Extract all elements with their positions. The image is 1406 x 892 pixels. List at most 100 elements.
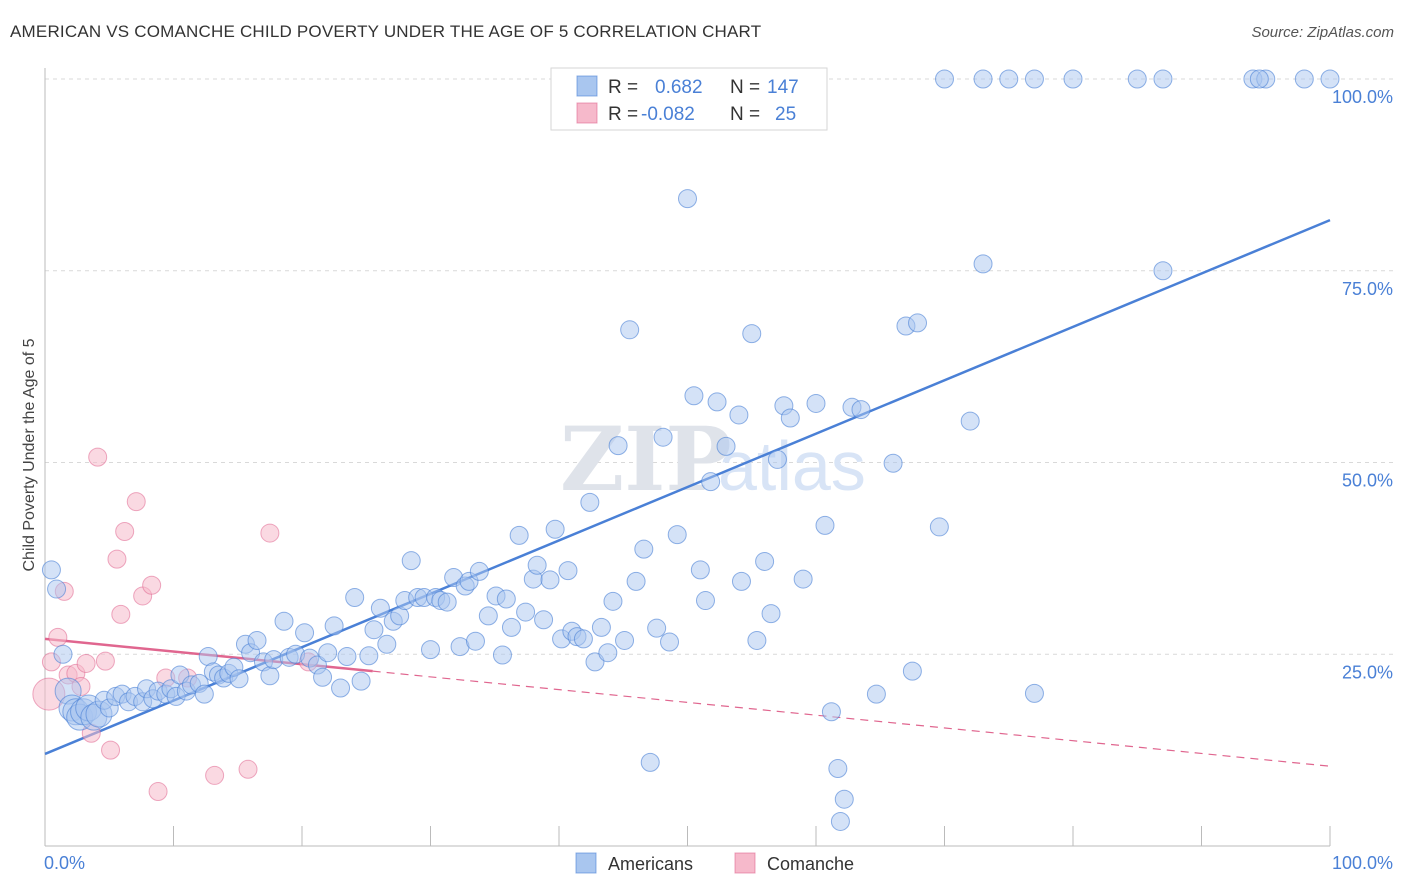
gridlines bbox=[45, 78, 1395, 655]
data-point-comanche bbox=[115, 522, 135, 542]
data-point-americans bbox=[53, 644, 73, 664]
data-point-americans bbox=[573, 629, 593, 649]
points-americans bbox=[41, 69, 1340, 831]
data-point-americans bbox=[194, 684, 214, 704]
stats-legend-r-value-americans: 0.682 bbox=[655, 77, 703, 98]
data-point-americans bbox=[767, 449, 787, 469]
data-point-americans bbox=[851, 400, 871, 420]
data-point-americans bbox=[580, 492, 600, 512]
data-point-americans bbox=[626, 571, 646, 591]
data-point-americans bbox=[478, 606, 498, 626]
data-point-americans bbox=[731, 571, 751, 591]
data-point-americans bbox=[1153, 69, 1173, 89]
data-point-americans bbox=[747, 630, 767, 650]
data-point-americans bbox=[701, 472, 721, 492]
data-point-comanche bbox=[111, 604, 131, 624]
y-tick-label-50: 50.0% bbox=[1342, 471, 1393, 491]
data-point-americans bbox=[274, 611, 294, 631]
data-point-americans bbox=[337, 647, 357, 667]
data-point-americans bbox=[1320, 69, 1340, 89]
y-tick-label-75: 75.0% bbox=[1342, 279, 1393, 299]
data-point-americans bbox=[716, 436, 736, 456]
data-point-americans bbox=[318, 643, 338, 663]
data-point-americans bbox=[1249, 69, 1269, 89]
data-point-americans bbox=[615, 630, 635, 650]
data-point-americans bbox=[540, 570, 560, 590]
chart-title: AMERICAN VS COMANCHE CHILD POVERTY UNDER… bbox=[10, 22, 762, 41]
data-point-americans bbox=[1024, 683, 1044, 703]
data-point-americans bbox=[828, 759, 848, 779]
data-point-americans bbox=[742, 324, 762, 344]
data-point-americans bbox=[437, 592, 457, 612]
data-point-americans bbox=[364, 620, 384, 640]
data-point-americans bbox=[707, 392, 727, 412]
bottom-legend-swatch-americans bbox=[575, 852, 597, 874]
data-point-americans bbox=[690, 560, 710, 580]
bottom-legend-swatch-comanche bbox=[734, 852, 756, 874]
data-point-americans bbox=[780, 408, 800, 428]
data-point-americans bbox=[935, 69, 954, 89]
data-point-americans bbox=[421, 640, 440, 660]
data-point-americans bbox=[496, 589, 516, 609]
data-point-comanche bbox=[126, 492, 146, 512]
data-point-americans bbox=[509, 525, 529, 545]
data-point-americans bbox=[527, 555, 547, 575]
watermark-atlas: atlas bbox=[718, 427, 866, 505]
y-tick-label-25: 25.0% bbox=[1342, 662, 1393, 682]
stats-legend-r-value-comanche: -0.082 bbox=[641, 104, 695, 125]
data-point-comanche bbox=[48, 627, 68, 647]
data-point-comanche bbox=[88, 447, 108, 467]
data-point-comanche bbox=[148, 782, 168, 802]
x-tick-label-min: 0.0% bbox=[44, 853, 85, 873]
data-point-comanche bbox=[107, 549, 127, 569]
data-point-americans bbox=[603, 591, 623, 611]
data-point-americans bbox=[1024, 69, 1044, 89]
data-point-americans bbox=[834, 789, 854, 809]
y-tick-label-100: 100.0% bbox=[1332, 87, 1393, 107]
watermark: ZIP atlas bbox=[560, 407, 866, 511]
data-point-americans bbox=[973, 254, 993, 274]
data-point-americans bbox=[492, 645, 512, 665]
stats-legend-n-value-comanche: 25 bbox=[775, 104, 796, 125]
data-point-americans bbox=[634, 539, 654, 559]
data-point-americans bbox=[47, 579, 67, 599]
data-point-americans bbox=[1063, 69, 1083, 89]
data-point-americans bbox=[585, 652, 605, 672]
trendline-comanche-dashed bbox=[372, 670, 1331, 767]
data-point-americans bbox=[345, 587, 365, 607]
y-tick-labels: 25.0% 50.0% 75.0% 100.0% bbox=[1332, 87, 1393, 682]
stats-legend-swatch-comanche bbox=[576, 102, 598, 124]
bottom-legend-label-comanche: Comanche bbox=[767, 854, 854, 874]
data-point-americans bbox=[501, 617, 521, 637]
data-point-americans bbox=[313, 667, 333, 687]
bottom-legend: Americans Comanche bbox=[575, 852, 854, 874]
x-tick-label-max: 100.0% bbox=[1332, 853, 1393, 873]
data-point-americans bbox=[729, 405, 749, 425]
data-point-americans bbox=[516, 602, 536, 622]
data-point-americans bbox=[999, 69, 1019, 89]
data-point-americans bbox=[534, 610, 554, 630]
data-point-comanche bbox=[101, 740, 121, 760]
data-point-americans bbox=[1153, 261, 1173, 281]
data-point-americans bbox=[973, 69, 993, 89]
data-point-americans bbox=[866, 684, 886, 704]
data-point-comanche bbox=[142, 575, 162, 595]
stats-legend-n-value-americans: 147 bbox=[767, 77, 799, 98]
bottom-legend-label-americans: Americans bbox=[608, 854, 693, 874]
data-point-americans bbox=[929, 517, 949, 537]
data-point-americans bbox=[620, 320, 640, 340]
stats-legend: R = 0.682 N = 147 R = -0.082 N = 25 bbox=[550, 67, 828, 131]
data-point-americans bbox=[401, 551, 421, 571]
data-point-comanche bbox=[238, 759, 258, 779]
data-point-americans bbox=[598, 643, 618, 663]
data-point-americans bbox=[647, 618, 667, 638]
data-point-americans bbox=[608, 436, 628, 456]
data-point-americans bbox=[260, 666, 280, 686]
axes bbox=[44, 68, 1331, 847]
data-point-americans bbox=[377, 634, 397, 654]
data-point-americans bbox=[755, 551, 775, 571]
data-point-americans bbox=[558, 561, 578, 581]
data-point-americans bbox=[667, 525, 687, 545]
data-point-americans bbox=[806, 393, 826, 413]
